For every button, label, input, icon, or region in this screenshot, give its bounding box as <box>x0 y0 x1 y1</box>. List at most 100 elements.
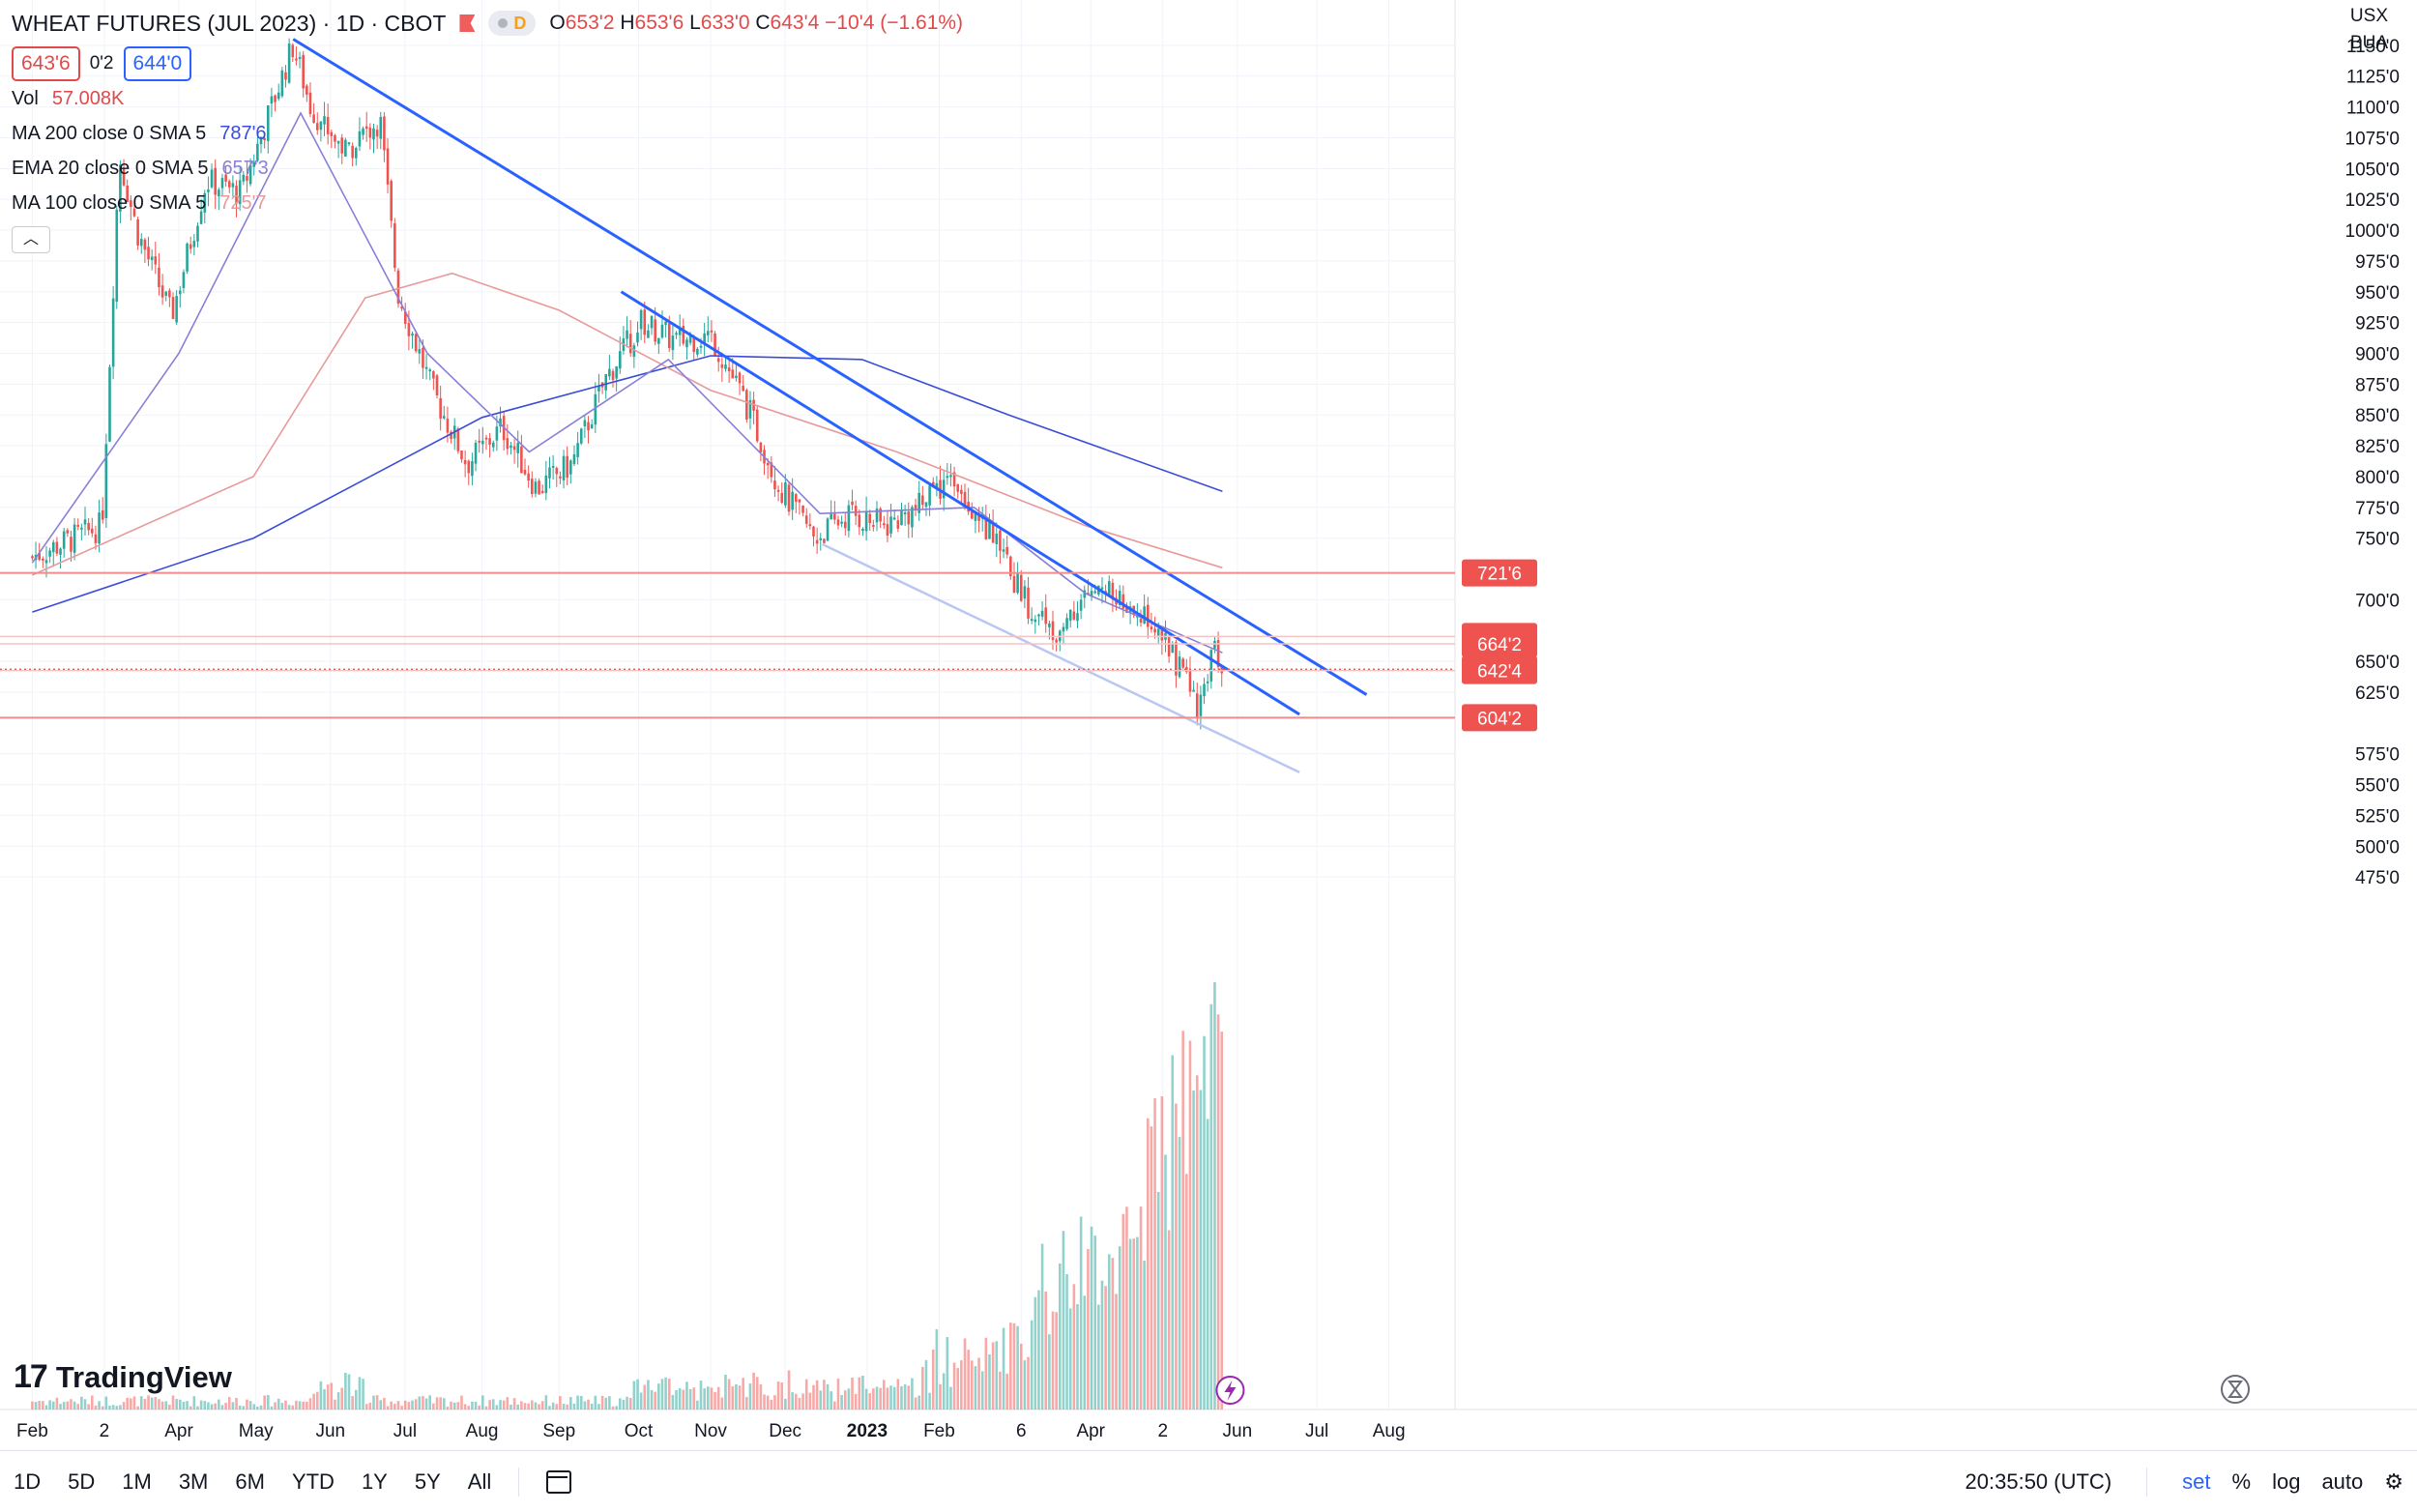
indicator-ma100[interactable]: MA 100 close 0 SMA 5 725'7 <box>12 192 267 214</box>
candle-body <box>178 290 182 295</box>
currency-label[interactable]: USX <box>2349 6 2388 26</box>
log-scale-toggle[interactable]: log <box>2272 1468 2301 1494</box>
volume-bar <box>34 1402 38 1410</box>
volume-bar <box>830 1391 832 1410</box>
candle-body <box>126 185 129 202</box>
volume-bar <box>393 1404 396 1410</box>
y-tick-label: 500'0 <box>2355 837 2400 858</box>
volume-bar <box>1079 1216 1083 1410</box>
tf-ytd[interactable]: YTD <box>291 1468 335 1494</box>
auto-scale-toggle[interactable]: auto <box>2321 1468 2364 1494</box>
trade-buttons: 643'6 0'2 644'0 <box>12 46 963 81</box>
market-status-pill[interactable]: D <box>488 11 537 36</box>
chart-legend: WHEAT FUTURES (JUL 2023) · 1D · CBOT D O… <box>12 6 963 253</box>
candle-body <box>618 351 622 369</box>
volume-bar <box>256 1406 259 1410</box>
candle-body <box>73 524 76 553</box>
price-chart[interactable]: 475'0 500'0 525'0 550'0 575'0 625'0 650'0 700'0… <box>0 0 2417 1450</box>
tf-1y[interactable]: 1Y <box>361 1468 388 1494</box>
volume-bar <box>952 1362 956 1410</box>
candle-body <box>1188 670 1192 692</box>
volume-bar <box>422 1396 424 1410</box>
volume-bar <box>823 1380 826 1410</box>
candle-body <box>576 443 579 457</box>
indicator-ma200[interactable]: MA 200 close 0 SMA 5 787'6 <box>12 123 267 144</box>
candle-body <box>784 481 787 506</box>
tf-6m[interactable]: 6M <box>235 1468 265 1494</box>
volume-bar <box>914 1397 917 1410</box>
buy-button[interactable]: 644'0 <box>123 46 192 81</box>
candle-body <box>87 522 90 531</box>
candle-body <box>548 467 551 479</box>
indicator-vol[interactable]: Vol 57.008K <box>12 88 125 109</box>
volume-bar <box>995 1341 999 1410</box>
candle-body <box>1195 693 1199 718</box>
volume-bar <box>460 1395 463 1410</box>
tradingview-logo[interactable]: 17 TradingView <box>14 1358 232 1396</box>
tf-5y[interactable]: 5Y <box>414 1468 441 1494</box>
volume-bar <box>527 1403 530 1410</box>
candle-body <box>780 492 784 504</box>
utc-clock[interactable]: 20:35:50 (UTC) <box>1965 1468 2112 1494</box>
volume-bar <box>471 1401 474 1410</box>
volume-bar <box>1005 1373 1008 1410</box>
candle-body <box>896 520 900 529</box>
candle-body <box>1121 594 1125 609</box>
tf-1m[interactable]: 1M <box>122 1468 152 1494</box>
volume-bar <box>1185 1174 1188 1410</box>
candle-body <box>703 333 706 344</box>
flag-icon[interactable] <box>459 15 476 32</box>
candle-body <box>847 505 851 532</box>
candle-body <box>347 142 351 145</box>
tf-3m[interactable]: 3M <box>178 1468 209 1494</box>
collapse-legend-button[interactable]: ︿ <box>12 226 50 253</box>
volume-bar <box>696 1400 699 1410</box>
settings-gear-icon[interactable]: ⚙ <box>2384 1468 2403 1494</box>
candle-body <box>713 333 716 357</box>
candle-body <box>1023 586 1027 599</box>
tf-5d[interactable]: 5D <box>68 1468 96 1494</box>
candle-body <box>1181 658 1184 668</box>
candle-body <box>692 336 696 353</box>
volume-bar <box>980 1371 984 1410</box>
price-tag <box>1462 704 1537 732</box>
volume-bar <box>868 1393 872 1410</box>
volume-bar <box>903 1384 907 1410</box>
candle-body <box>1079 599 1083 611</box>
candle-body <box>1044 607 1048 625</box>
volume-bar <box>44 1405 48 1410</box>
session-toggle[interactable]: set <box>2182 1468 2211 1494</box>
volume-bar <box>879 1387 882 1410</box>
volume-bar <box>375 1395 379 1410</box>
volume-bar <box>566 1404 568 1410</box>
candle-body <box>823 538 826 543</box>
candle-body <box>66 530 70 534</box>
unit-label[interactable]: BUA <box>2349 33 2388 53</box>
candle-body <box>569 460 572 475</box>
candle-body <box>544 475 548 494</box>
percent-scale-toggle[interactable]: % <box>2231 1468 2252 1494</box>
lightning-glyph <box>1224 1381 1237 1401</box>
candle-body <box>460 451 463 460</box>
volume-bar <box>731 1385 735 1410</box>
volume-bar <box>407 1402 411 1410</box>
date-range-icon[interactable] <box>546 1469 572 1494</box>
x-tick-label: Feb <box>923 1421 955 1441</box>
sell-button[interactable]: 643'6 <box>12 46 80 81</box>
candle-body <box>660 324 664 338</box>
candle-body <box>710 330 713 333</box>
candle-body <box>510 445 512 449</box>
candle-body <box>559 476 562 479</box>
symbol-title[interactable]: WHEAT FUTURES (JUL 2023) · 1D · CBOT <box>12 11 447 36</box>
candle-body <box>587 422 590 431</box>
tf-1d[interactable]: 1D <box>14 1468 42 1494</box>
candle-body <box>199 211 203 224</box>
volume-bar <box>248 1401 252 1410</box>
tf-all[interactable]: All <box>467 1468 492 1494</box>
candle-body <box>566 455 568 479</box>
candle-body <box>572 454 576 464</box>
indicator-ema20[interactable]: EMA 20 close 0 SMA 5 657'3 <box>12 158 269 179</box>
candle-body <box>484 437 488 440</box>
volume-bar <box>745 1397 748 1410</box>
